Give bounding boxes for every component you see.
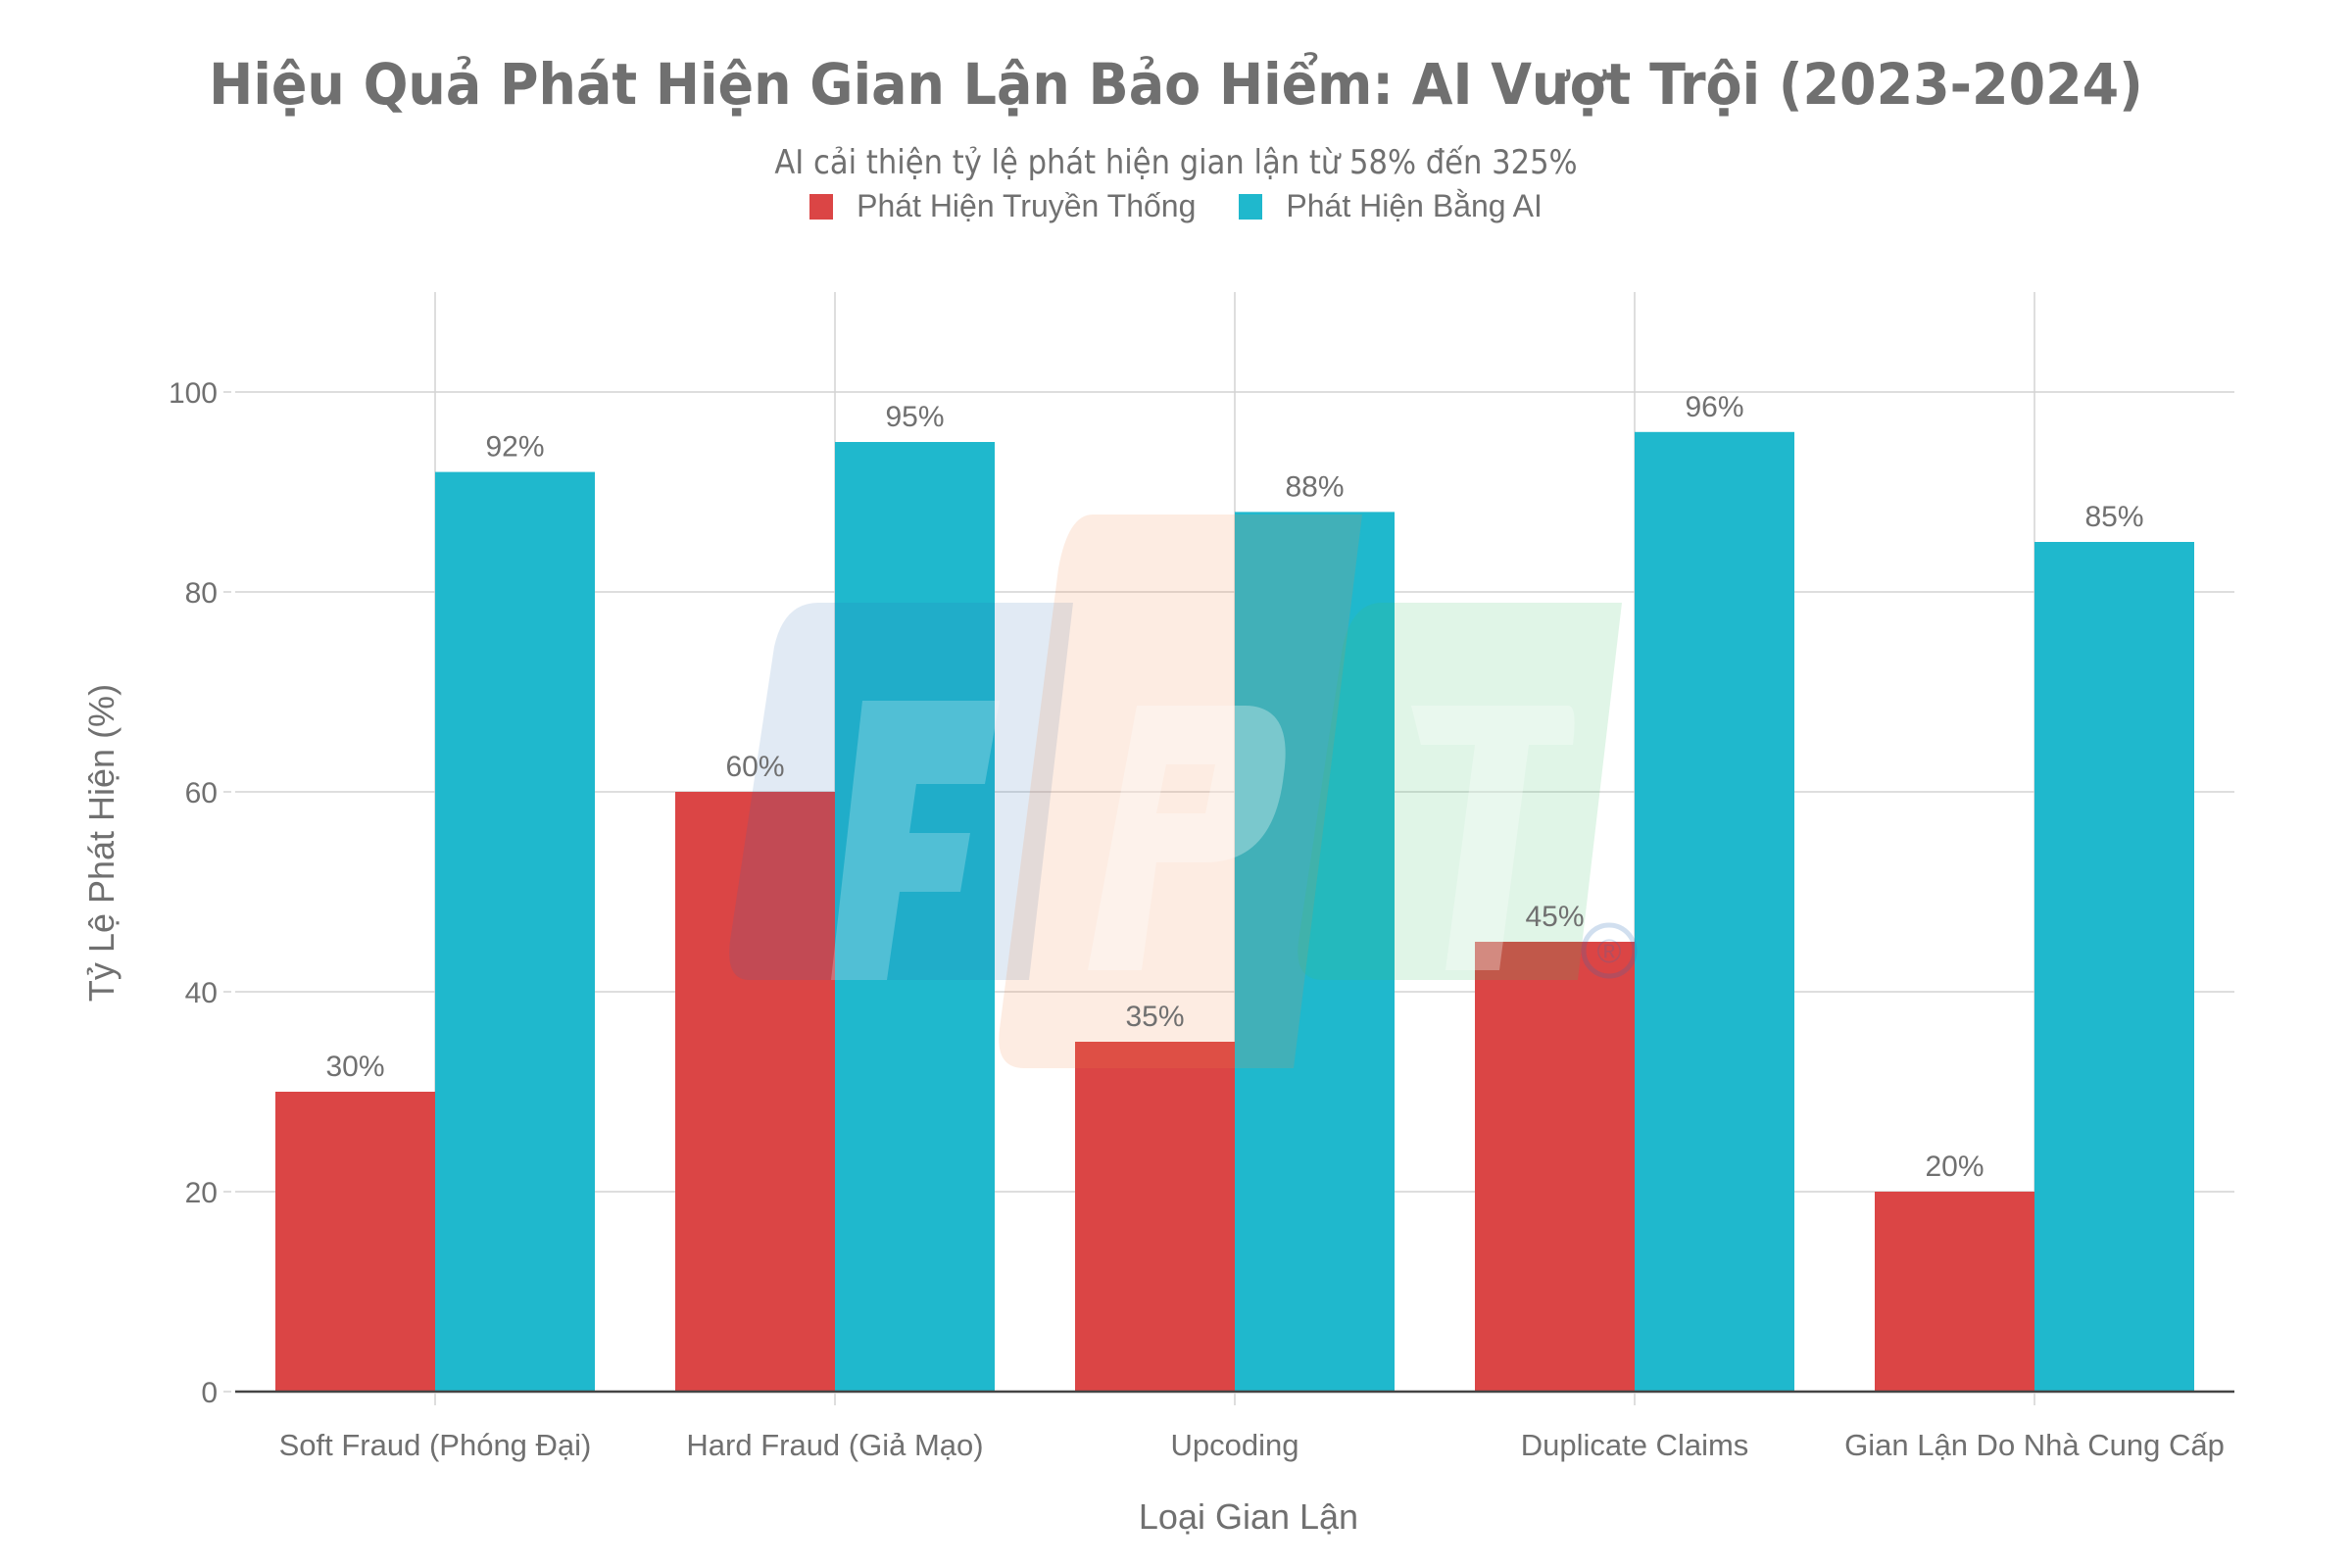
data-label: 88% [1285,470,1344,503]
x-tick-label: Gian Lận Do Nhà Cung Cấp [1844,1428,2225,1462]
x-tick-label: Soft Fraud (Phóng Đại) [279,1428,592,1462]
data-label: 45% [1525,901,1584,933]
data-label: 95% [885,401,944,433]
y-axis-ticks: 0 20 40 60 80 100 [169,377,231,1409]
bar-traditional[interactable] [1475,942,1635,1392]
data-label: 85% [2084,501,2143,533]
legend-item-traditional[interactable]: Phát Hiện Truyền Thống [809,188,1196,224]
bar-ai[interactable] [435,471,595,1393]
bar-ai[interactable] [835,442,995,1392]
x-axis-title: Loại Gian Lận [1139,1496,1358,1537]
bar-traditional[interactable] [275,1092,435,1392]
x-axis-ticks: Soft Fraud (Phóng Đại) Hard Fraud (Giả Mạ… [279,1394,2225,1462]
bar-ai[interactable] [2034,542,2194,1392]
svg-text:®: ® [1596,933,1621,970]
bar-traditional[interactable] [1875,1192,2034,1392]
chart-title: Hiệu Quả Phát Hiện Gian Lận Bảo Hiểm: AI… [209,51,2143,118]
y-tick-label: 60 [185,777,218,809]
chart-subtitle: AI cải thiện tỷ lệ phát hiện gian lận từ… [774,143,1578,182]
bar-ai[interactable] [1235,512,1395,1392]
legend-swatch-ai [1239,193,1263,220]
data-label: 96% [1685,391,1743,423]
y-tick-label: 40 [185,977,218,1009]
legend-swatch-traditional [809,193,834,220]
legend-label-ai: Phát Hiện Bằng AI [1286,188,1543,223]
legend: Phát Hiện Truyền Thống Phát Hiện Bằng AI [0,188,2352,224]
bars [275,431,2194,1393]
y-tick-label: 20 [185,1177,218,1209]
bar-ai[interactable] [1635,431,1794,1392]
y-tick-label: 80 [185,577,218,610]
data-label: 20% [1925,1151,1984,1183]
data-label: 30% [325,1051,384,1083]
data-label: 92% [485,431,544,464]
fpt-logo-watermark: ® [729,514,1638,1068]
x-tick-label: Hard Fraud (Giả Mạo) [686,1428,983,1462]
data-label: 35% [1125,1001,1184,1033]
x-tick-label: Upcoding [1171,1428,1299,1462]
bar-traditional[interactable] [675,792,835,1392]
bar-traditional[interactable] [1075,1042,1235,1392]
legend-item-ai[interactable]: Phát Hiện Bằng AI [1239,188,1543,224]
data-label: 60% [725,751,784,783]
y-tick-label: 100 [169,377,218,410]
x-tick-label: Duplicate Claims [1521,1428,1749,1462]
data-labels: 30% 92% 60% 95% 35% 88% 45% 96% 20% 85% [325,391,2143,1183]
y-axis-title: Tỷ Lệ Phát Hiện (%) [81,684,122,1002]
y-tick-label: 0 [201,1377,218,1409]
legend-label-traditional: Phát Hiện Truyền Thống [857,188,1197,223]
